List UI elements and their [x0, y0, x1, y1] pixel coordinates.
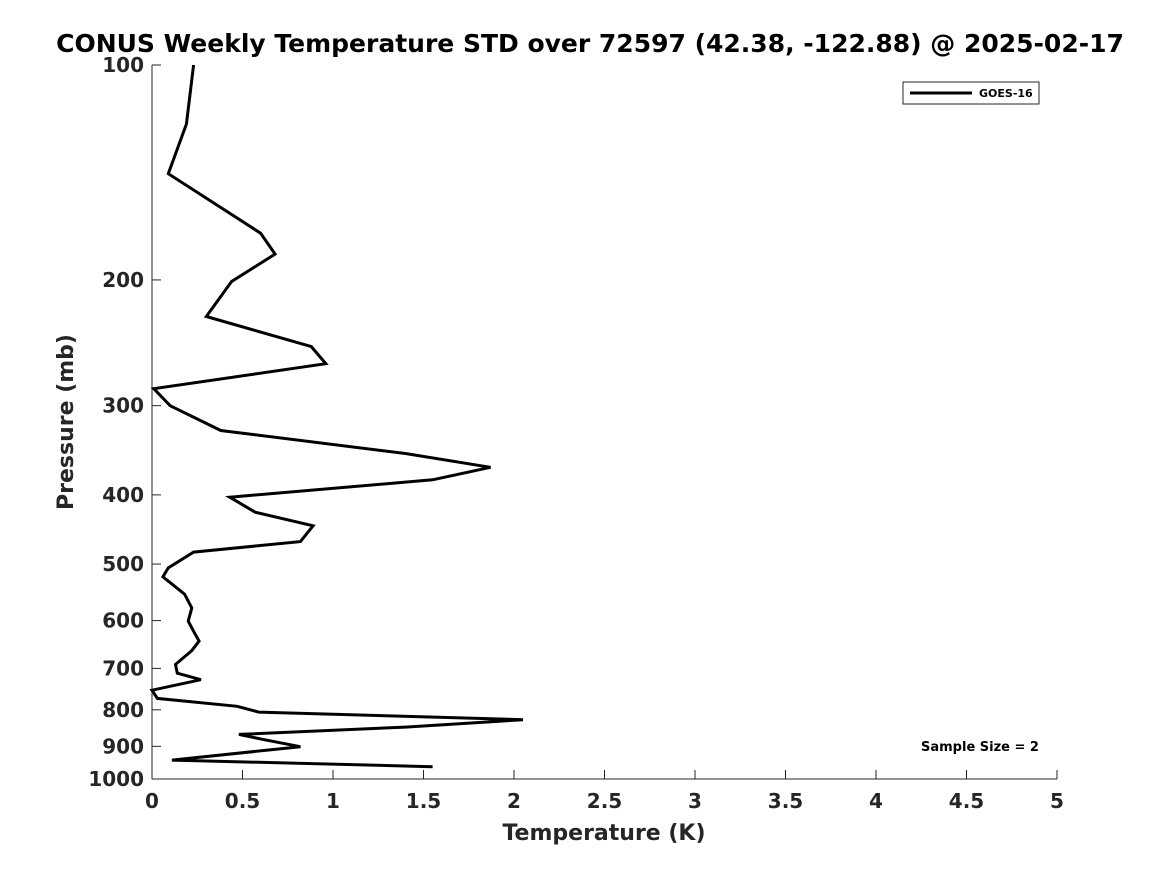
x-tick-label: 5 — [1050, 789, 1064, 813]
x-tick-label: 3 — [688, 789, 702, 813]
x-tick-label: 1.5 — [406, 789, 441, 813]
chart-title: CONUS Weekly Temperature STD over 72597 … — [56, 29, 1124, 58]
x-tick-label: 2.5 — [587, 789, 622, 813]
legend-entry-label: GOES-16 — [979, 87, 1033, 100]
x-tick-label: 0.5 — [225, 789, 260, 813]
sample-size-annotation: Sample Size = 2 — [921, 740, 1039, 755]
y-tick-label: 1000 — [88, 767, 144, 791]
y-axis-label: Pressure (mb) — [54, 334, 79, 510]
y-tick-label: 900 — [102, 734, 144, 758]
x-axis-ticks: 0 0.5 1 1.5 2 2.5 3 3.5 4 4.5 5 — [145, 770, 1064, 813]
y-tick-label: 800 — [102, 698, 144, 722]
y-tick-label: 100 — [102, 53, 144, 77]
x-tick-label: 1 — [326, 789, 340, 813]
y-tick-label: 500 — [102, 552, 144, 576]
legend: GOES-16 — [902, 81, 1040, 105]
x-axis-label: Temperature (K) — [502, 821, 705, 846]
y-tick-label: 600 — [102, 609, 144, 633]
x-tick-label: 3.5 — [768, 789, 803, 813]
x-tick-label: 4 — [869, 789, 883, 813]
y-tick-label: 700 — [102, 656, 144, 680]
series-line-goes-16 — [149, 64, 524, 769]
x-tick-label: 4.5 — [949, 789, 984, 813]
y-tick-label: 200 — [102, 268, 144, 292]
y-axis-ticks: 100 200 300 400 500 600 700 800 900 1000 — [88, 53, 161, 791]
y-tick-label: 400 — [102, 483, 144, 507]
y-tick-label: 300 — [102, 394, 144, 418]
x-tick-label: 2 — [507, 789, 521, 813]
x-tick-label: 0 — [145, 789, 159, 813]
